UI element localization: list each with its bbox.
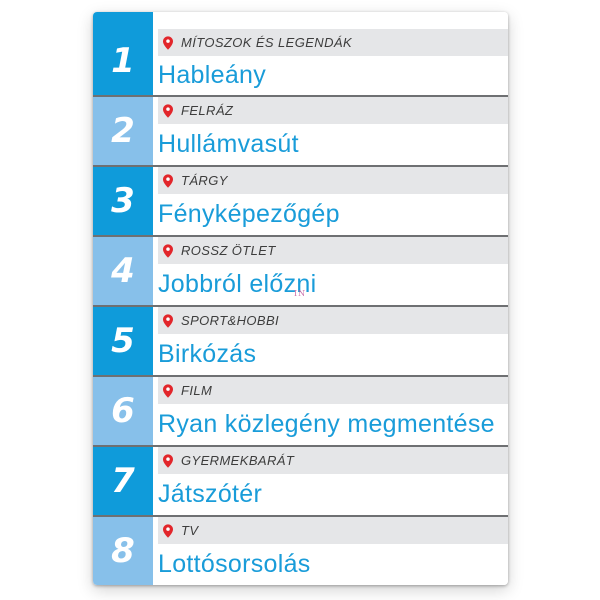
category-bar: MÍTOSZOK ÉS LEGENDÁK	[158, 29, 508, 56]
row-content: FELRÁZ Hullámvasút	[158, 97, 508, 165]
map-pin-icon	[163, 383, 173, 398]
answer-text: Ryan közlegény megmentése	[158, 410, 495, 438]
quiz-row: 1 MÍTOSZOK ÉS LEGENDÁK Hableány	[93, 12, 508, 95]
answer-text: Jobbról előzni	[158, 270, 317, 298]
category-label: FILM	[181, 383, 213, 398]
answer-text: Hullámvasút	[158, 130, 299, 158]
quiz-row: 7 GYERMEKBARÁT Játszótér	[93, 445, 508, 515]
row-content: ROSSZ ÖTLET Jobbról előzni	[158, 237, 508, 305]
map-pin-icon	[163, 35, 173, 50]
row-content: GYERMEKBARÁT Játszótér	[158, 447, 508, 515]
category-bar: ROSSZ ÖTLET	[158, 237, 508, 264]
row-number: 6	[111, 391, 135, 431]
category-bar: TÁRGY	[158, 167, 508, 194]
row-content: SPORT&HOBBI Birkózás	[158, 307, 508, 375]
row-number: 1	[111, 40, 135, 81]
answer-text: Játszótér	[158, 480, 263, 508]
row-number-cell: 2	[93, 97, 153, 165]
answer-text: Hableány	[158, 61, 267, 89]
category-bar: FELRÁZ	[158, 97, 508, 124]
row-number: 8	[111, 531, 135, 571]
category-bar: FILM	[158, 377, 508, 404]
quiz-row: 2 FELRÁZ Hullámvasút	[93, 95, 508, 165]
answer-text: Birkózás	[158, 340, 257, 368]
category-bar: TV	[158, 517, 508, 544]
row-number-cell: 4	[93, 237, 153, 305]
quiz-row: 5 SPORT&HOBBI Birkózás	[93, 305, 508, 375]
category-label: ROSSZ ÖTLET	[181, 243, 276, 258]
quiz-row: 4 ROSSZ ÖTLET Jobbról előzni	[93, 235, 508, 305]
row-number: 4	[111, 251, 135, 291]
map-pin-icon	[163, 243, 173, 258]
category-label: TÁRGY	[181, 173, 228, 188]
row-content: TÁRGY Fényképezőgép	[158, 167, 508, 235]
quiz-row: 3 TÁRGY Fényképezőgép	[93, 165, 508, 235]
row-number: 7	[111, 461, 135, 501]
map-pin-icon	[163, 453, 173, 468]
category-label: TV	[181, 523, 199, 538]
row-content: TV Lottósorsolás	[158, 517, 508, 585]
quiz-answer-card: 1 MÍTOSZOK ÉS LEGENDÁK Hableány 2 FELRÁZ	[93, 12, 508, 585]
row-number-cell: 7	[93, 447, 153, 515]
watermark: IN	[294, 289, 307, 298]
quiz-row: 6 FILM Ryan közlegény megmentése	[93, 375, 508, 445]
category-label: MÍTOSZOK ÉS LEGENDÁK	[181, 35, 353, 50]
row-number: 3	[111, 181, 135, 221]
row-number-cell: 8	[93, 517, 153, 585]
map-pin-icon	[163, 103, 173, 118]
answer-text: Fényképezőgép	[158, 200, 340, 228]
map-pin-icon	[163, 173, 173, 188]
row-number-cell: 6	[93, 377, 153, 445]
row-number-cell: 5	[93, 307, 153, 375]
answer-text: Lottósorsolás	[158, 550, 311, 578]
row-number: 5	[111, 321, 135, 361]
row-number: 2	[111, 111, 135, 151]
map-pin-icon	[163, 313, 173, 328]
row-number-cell: 1	[93, 12, 153, 95]
category-label: SPORT&HOBBI	[181, 313, 280, 328]
row-content: MÍTOSZOK ÉS LEGENDÁK Hableány	[158, 12, 508, 95]
row-content: FILM Ryan közlegény megmentése	[158, 377, 508, 445]
row-number-cell: 3	[93, 167, 153, 235]
category-bar: SPORT&HOBBI	[158, 307, 508, 334]
quiz-row: 8 TV Lottósorsolás	[93, 515, 508, 585]
map-pin-icon	[163, 523, 173, 538]
category-bar: GYERMEKBARÁT	[158, 447, 508, 474]
category-label: FELRÁZ	[181, 103, 234, 118]
category-label: GYERMEKBARÁT	[181, 453, 295, 468]
